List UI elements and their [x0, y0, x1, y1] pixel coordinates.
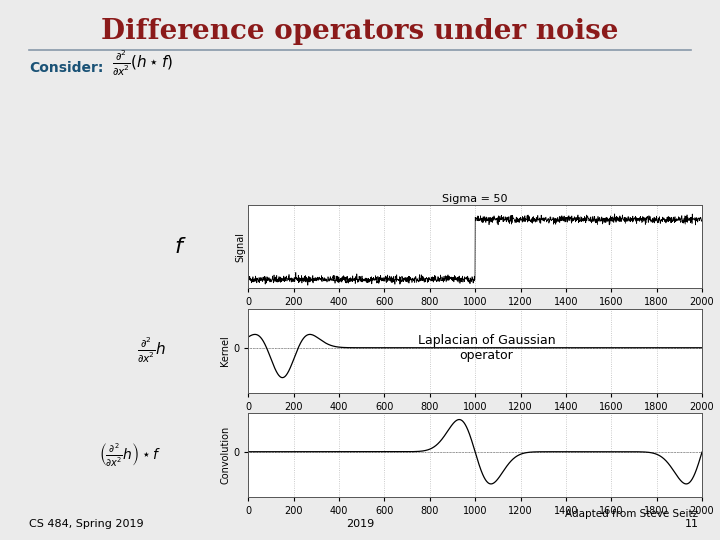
Text: Consider:: Consider:	[29, 60, 103, 75]
Title: Sigma = 50: Sigma = 50	[443, 194, 508, 204]
Text: $\left(\frac{\partial^2}{\partial x^{\!2}}h\right) \star f$: $\left(\frac{\partial^2}{\partial x^{\!2…	[99, 442, 161, 468]
Text: Laplacian of Gaussian
operator: Laplacian of Gaussian operator	[418, 334, 555, 362]
Text: 2019: 2019	[346, 519, 374, 529]
Text: 11: 11	[685, 519, 698, 529]
Text: $f$: $f$	[174, 235, 186, 258]
Text: CS 484, Spring 2019: CS 484, Spring 2019	[29, 519, 143, 529]
Text: Adapted from Steve Seitz: Adapted from Steve Seitz	[565, 509, 698, 519]
Y-axis label: Convolution: Convolution	[220, 426, 230, 484]
Text: $\frac{\partial^2}{\partial x^{\!2}}(h \star f)$: $\frac{\partial^2}{\partial x^{\!2}}(h \…	[112, 49, 173, 78]
Text: Difference operators under noise: Difference operators under noise	[102, 18, 618, 45]
Text: $\frac{\partial^2}{\partial x^{\!2}}h$: $\frac{\partial^2}{\partial x^{\!2}}h$	[137, 336, 166, 366]
Y-axis label: Signal: Signal	[235, 232, 246, 261]
Y-axis label: Kernel: Kernel	[220, 335, 230, 366]
